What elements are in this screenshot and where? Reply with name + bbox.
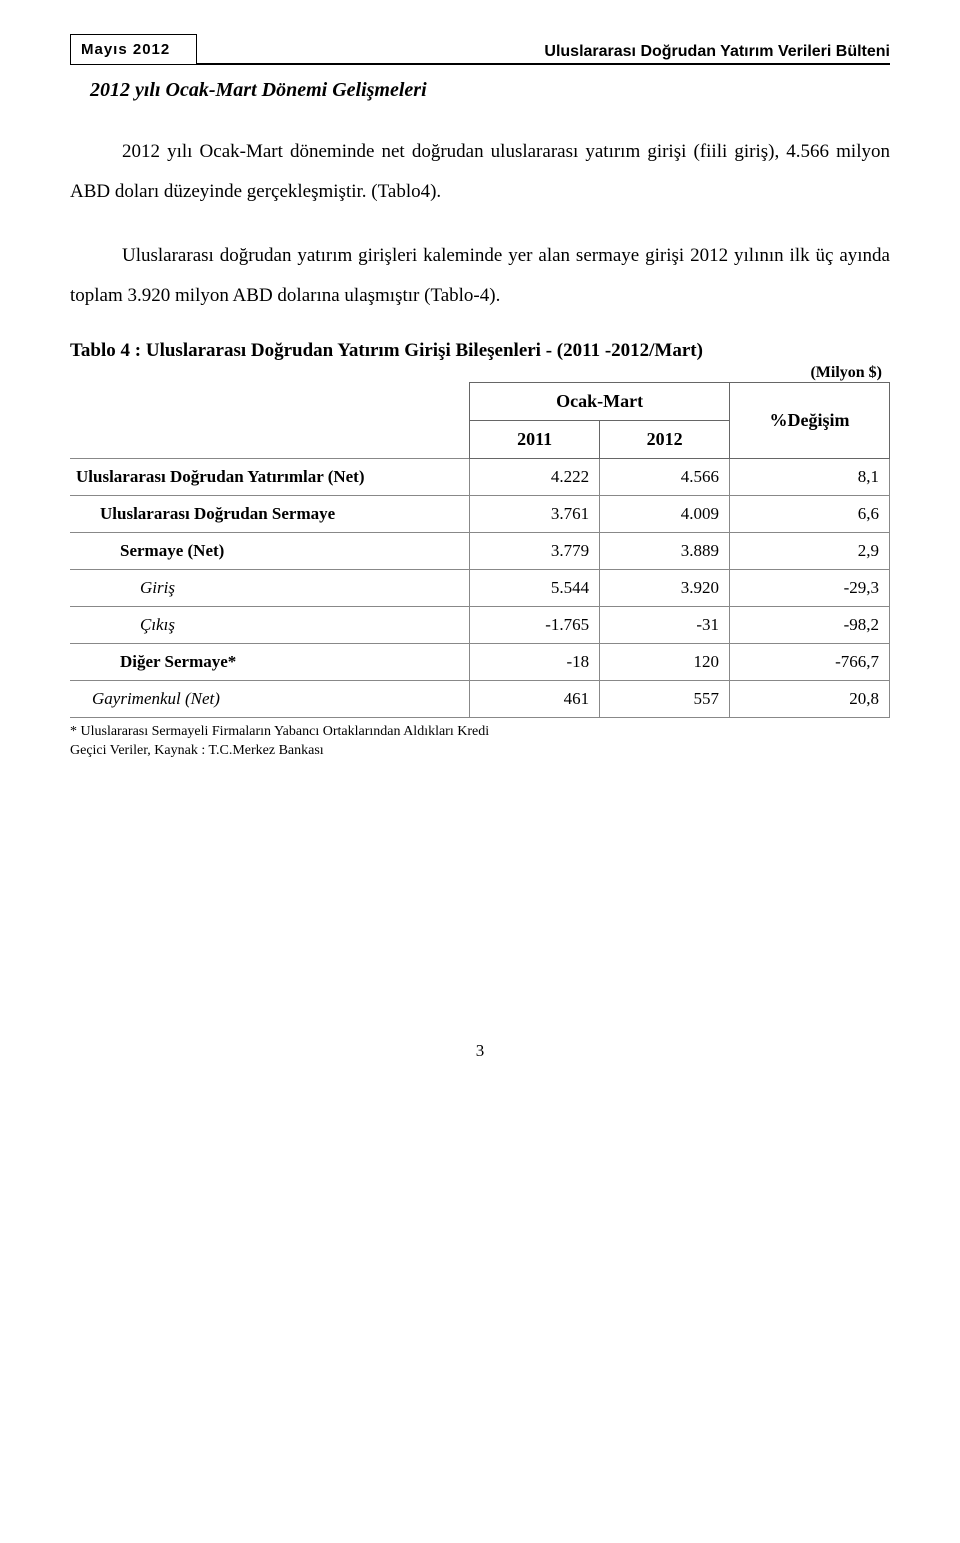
page-container: Mayıs 2012 Uluslararası Doğrudan Yatırım…	[0, 0, 960, 1101]
row-value-2011: -18	[470, 643, 600, 680]
row-value-2012: 4.009	[600, 495, 730, 532]
row-label: Uluslararası Doğrudan Sermaye	[70, 495, 470, 532]
row-value-2012: 120	[600, 643, 730, 680]
row-change: -29,3	[730, 569, 890, 606]
row-change: 6,6	[730, 495, 890, 532]
row-value-2011: 3.779	[470, 532, 600, 569]
table-row: Sermaye (Net) 3.779 3.889 2,9	[70, 532, 890, 569]
row-value-2011: 3.761	[470, 495, 600, 532]
row-value-2011: 5.544	[470, 569, 600, 606]
table-row: Uluslararası Doğrudan Yatırımlar (Net) 4…	[70, 458, 890, 495]
paragraph-2: Uluslararası doğrudan yatırım girişleri …	[70, 236, 890, 316]
row-change: 20,8	[730, 680, 890, 717]
bulletin-title: Uluslararası Doğrudan Yatırım Verileri B…	[544, 43, 890, 61]
table-row: Diğer Sermaye* -18 120 -766,7	[70, 643, 890, 680]
table-row: Giriş 5.544 3.920 -29,3	[70, 569, 890, 606]
change-header: %Değişim	[730, 382, 890, 458]
paragraph-2-text: Uluslararası doğrudan yatırım girişleri …	[70, 236, 890, 316]
row-value-2012: -31	[600, 606, 730, 643]
row-value-2012: 557	[600, 680, 730, 717]
issue-date-box: Mayıs 2012	[70, 34, 197, 65]
row-label: Uluslararası Doğrudan Yatırımlar (Net)	[70, 458, 470, 495]
table-caption: Tablo 4 : Uluslararası Doğrudan Yatırım …	[70, 340, 890, 362]
page-number: 3	[70, 1041, 890, 1061]
fdi-components-table: Ocak-Mart %Değişim 2011 2012 Uluslararas…	[70, 382, 890, 718]
table-row: Gayrimenkul (Net) 461 557 20,8	[70, 680, 890, 717]
row-value-2011: 4.222	[470, 458, 600, 495]
table-unit-label: (Milyon $)	[70, 364, 882, 382]
row-label: Giriş	[70, 569, 470, 606]
row-label: Diğer Sermaye*	[70, 643, 470, 680]
row-label: Sermaye (Net)	[70, 532, 470, 569]
table-corner-blank	[70, 382, 470, 458]
footnote-1: * Uluslararası Sermayeli Firmaların Yaba…	[70, 722, 890, 742]
row-value-2012: 3.889	[600, 532, 730, 569]
row-value-2012: 4.566	[600, 458, 730, 495]
row-value-2011: -1.765	[470, 606, 600, 643]
table-row: Uluslararası Doğrudan Sermaye 3.761 4.00…	[70, 495, 890, 532]
row-label: Gayrimenkul (Net)	[70, 680, 470, 717]
page-header: Mayıs 2012 Uluslararası Doğrudan Yatırım…	[70, 30, 890, 61]
footnote-2: Geçici Veriler, Kaynak : T.C.Merkez Bank…	[70, 741, 890, 761]
year-2012-header: 2012	[600, 420, 730, 458]
year-2011-header: 2011	[470, 420, 600, 458]
period-header: Ocak-Mart	[470, 382, 730, 420]
paragraph-1: 2012 yılı Ocak-Mart döneminde net doğrud…	[70, 132, 890, 212]
row-value-2011: 461	[470, 680, 600, 717]
row-value-2012: 3.920	[600, 569, 730, 606]
row-change: 2,9	[730, 532, 890, 569]
row-change: 8,1	[730, 458, 890, 495]
row-label: Çıkış	[70, 606, 470, 643]
section-heading: 2012 yılı Ocak-Mart Dönemi Gelişmeleri	[90, 79, 890, 102]
row-change: -766,7	[730, 643, 890, 680]
paragraph-1-text: 2012 yılı Ocak-Mart döneminde net doğrud…	[70, 132, 890, 212]
table-footnotes: * Uluslararası Sermayeli Firmaların Yaba…	[70, 722, 890, 761]
table-header-row-1: Ocak-Mart %Değişim	[70, 382, 890, 420]
table-row: Çıkış -1.765 -31 -98,2	[70, 606, 890, 643]
row-change: -98,2	[730, 606, 890, 643]
